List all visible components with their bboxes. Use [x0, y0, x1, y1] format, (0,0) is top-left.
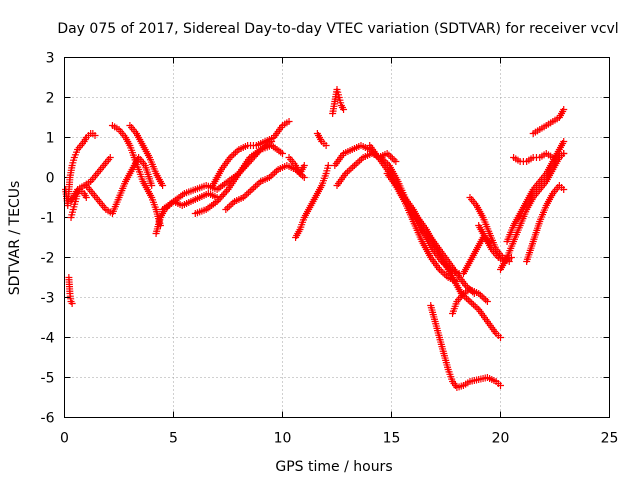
- x-tick-label: 10: [274, 431, 292, 447]
- arc-1-point: [91, 132, 99, 139]
- arc-7-point: [159, 182, 167, 189]
- arc-21-point: [473, 304, 481, 312]
- arc-18-point: [352, 160, 360, 168]
- arc-19-point: [439, 269, 447, 277]
- arc-3-point: [82, 194, 90, 201]
- arc-23-point: [478, 293, 486, 301]
- x-tick-label: 5: [169, 431, 178, 447]
- arc-10-point: [216, 194, 224, 202]
- arc-10-point: [213, 198, 221, 205]
- arc-21-point: [471, 302, 479, 310]
- arc-5-point: [148, 182, 156, 189]
- arc-21-point: [497, 334, 504, 341]
- arc-18-point: [356, 157, 364, 165]
- arc-18-point: [350, 162, 358, 169]
- arc-15-point: [322, 142, 330, 149]
- arc-22-point: [497, 382, 504, 389]
- x-tick-label: 0: [60, 431, 69, 447]
- grid-layer: [64, 57, 610, 418]
- arc-11-point: [231, 149, 239, 157]
- x-tick-label: 25: [601, 431, 619, 447]
- arc-10-point: [222, 187, 230, 195]
- y-tick-label: -2: [41, 251, 55, 267]
- y-tick-label: 1: [46, 131, 55, 147]
- arc-4-point: [106, 154, 114, 161]
- arc-12-point: [253, 181, 261, 189]
- y-tick-label: -3: [41, 291, 55, 307]
- arc-18-point: [343, 168, 351, 176]
- arc-21-point: [469, 301, 477, 309]
- data-points: [62, 86, 568, 391]
- arc-10-point: [218, 192, 226, 200]
- y-axis-label: SDTVAR / TECUs: [7, 181, 23, 296]
- arc-10-point: [219, 191, 227, 199]
- arc-12-point: [271, 169, 279, 177]
- arc-21-point: [466, 298, 474, 305]
- arc-11-point: [228, 152, 236, 160]
- x-tick-label: 15: [383, 431, 401, 447]
- y-tick-label: 0: [46, 171, 55, 187]
- x-axis-label: GPS time / hours: [275, 459, 392, 475]
- arc-12-point: [251, 182, 259, 190]
- arc-18-point: [345, 166, 353, 174]
- arc-23-point: [483, 298, 491, 305]
- arc-19-point: [437, 267, 445, 275]
- y-tick-label: -6: [41, 411, 55, 427]
- arc-18-point: [347, 165, 355, 173]
- arc-29-point: [560, 150, 568, 157]
- arc-12-point: [248, 186, 256, 193]
- arc-12-point: [269, 170, 277, 178]
- arc-11-point: [285, 118, 293, 125]
- arc-13-point: [324, 162, 332, 169]
- arc-12-point: [246, 187, 254, 195]
- y-tick-label: -4: [41, 331, 55, 347]
- arc-30-point: [560, 186, 568, 193]
- arc-23-point: [482, 296, 490, 304]
- y-tick-label: -5: [41, 371, 55, 387]
- arc-12-point: [224, 204, 232, 212]
- y-tick-label: -1: [41, 211, 55, 227]
- arc-17-point: [392, 158, 400, 165]
- arc-12-point: [243, 190, 251, 198]
- chart-title: Day 075 of 2017, Sidereal Day-to-day VTE…: [57, 21, 618, 37]
- x-tick-label: 20: [492, 431, 510, 447]
- arc-21-point: [464, 296, 472, 304]
- arc-18-point: [349, 163, 357, 171]
- arc-10-point: [279, 150, 286, 157]
- arc-10-point: [215, 196, 223, 204]
- arc-2-point: [68, 300, 76, 307]
- arc-12-point: [244, 189, 252, 197]
- arc-11-point: [230, 150, 238, 158]
- arc-10-point: [221, 189, 229, 197]
- arc-12-point: [227, 201, 235, 209]
- y-tick-label: 3: [46, 51, 55, 67]
- arc-23-point: [480, 294, 488, 302]
- arc-12-point: [300, 174, 308, 181]
- arc-17-point: [388, 154, 396, 162]
- plot-frame: [64, 57, 610, 418]
- y-tick-label: 2: [46, 91, 55, 107]
- arc-12-point: [225, 202, 233, 210]
- arc-12-point: [222, 206, 230, 213]
- arc-21-point: [468, 299, 476, 307]
- arc-31-point: [560, 106, 568, 113]
- arc-14-point: [300, 162, 308, 169]
- arc-12-point: [250, 184, 258, 192]
- arc-18-point: [354, 158, 362, 166]
- arc-28-point: [560, 138, 568, 145]
- arc-16-point: [340, 106, 348, 113]
